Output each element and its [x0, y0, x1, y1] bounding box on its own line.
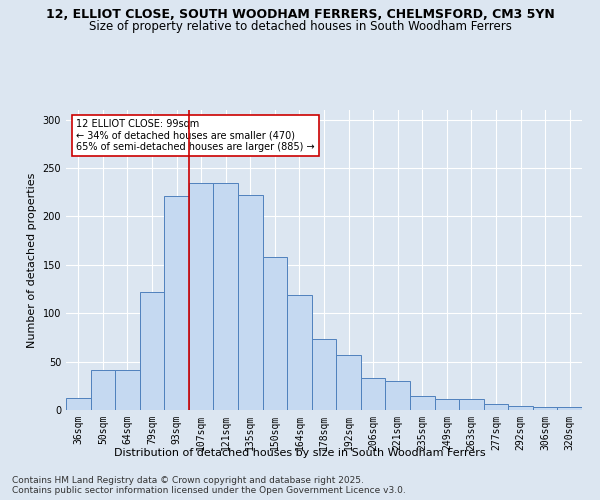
Bar — [557, 407, 582, 410]
Bar — [533, 407, 557, 410]
Bar — [312, 340, 336, 410]
Bar — [91, 370, 115, 410]
Y-axis label: Number of detached properties: Number of detached properties — [27, 172, 37, 348]
Bar — [189, 182, 214, 410]
Bar — [336, 355, 361, 410]
Bar — [238, 195, 263, 410]
Bar — [385, 381, 410, 410]
Text: Size of property relative to detached houses in South Woodham Ferrers: Size of property relative to detached ho… — [89, 20, 511, 33]
Bar — [164, 196, 189, 410]
Text: 12 ELLIOT CLOSE: 99sqm
← 34% of detached houses are smaller (470)
65% of semi-de: 12 ELLIOT CLOSE: 99sqm ← 34% of detached… — [76, 119, 315, 152]
Bar — [214, 182, 238, 410]
Bar — [484, 404, 508, 410]
Bar — [434, 400, 459, 410]
Text: Distribution of detached houses by size in South Woodham Ferrers: Distribution of detached houses by size … — [114, 448, 486, 458]
Bar — [410, 396, 434, 410]
Bar — [115, 370, 140, 410]
Bar — [66, 398, 91, 410]
Bar — [140, 292, 164, 410]
Bar — [459, 400, 484, 410]
Bar — [263, 257, 287, 410]
Bar — [508, 406, 533, 410]
Text: 12, ELLIOT CLOSE, SOUTH WOODHAM FERRERS, CHELMSFORD, CM3 5YN: 12, ELLIOT CLOSE, SOUTH WOODHAM FERRERS,… — [46, 8, 554, 20]
Text: Contains HM Land Registry data © Crown copyright and database right 2025.
Contai: Contains HM Land Registry data © Crown c… — [12, 476, 406, 495]
Bar — [287, 295, 312, 410]
Bar — [361, 378, 385, 410]
